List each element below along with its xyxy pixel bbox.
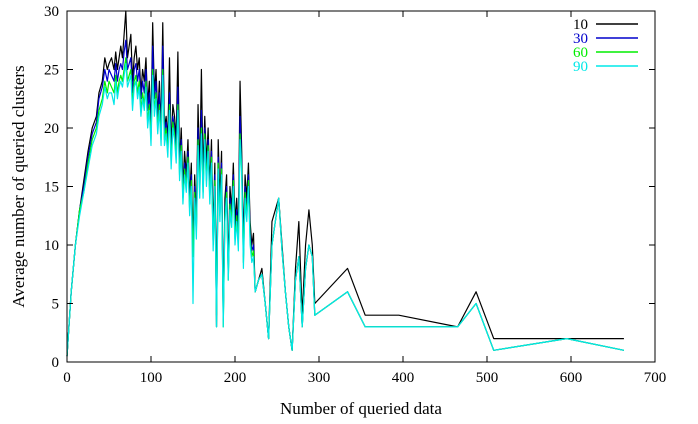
plot-frame [66,10,656,363]
x-axis-ticks: 0 100 200 300 400 500 600 700 [63,11,666,386]
y-tick-label: 5 [52,297,60,313]
legend-label-90: 90 [573,59,588,75]
series-line-30 [66,39,625,357]
y-tick-label: 15 [44,180,59,196]
y-tick-label: 10 [44,238,59,254]
legend-label-30: 30 [573,31,588,47]
y-tick-label: 20 [44,121,59,137]
x-tick-label: 100 [140,370,163,386]
x-tick-label: 700 [644,370,667,386]
x-tick-label: 600 [560,370,583,386]
legend-label-60: 60 [573,45,588,61]
x-tick-label: 500 [476,370,499,386]
x-tick-label: 200 [224,370,247,386]
y-axis-title: Average number of queried clusters [9,65,28,307]
series-line-10 [66,10,624,357]
series-lines [66,10,625,357]
y-tick-label: 25 [44,63,59,79]
x-axis-title: Number of queried data [280,399,442,418]
legend-label-10: 10 [573,17,588,33]
x-tick-label: 0 [63,370,71,386]
x-tick-label: 400 [392,370,415,386]
series-line-90 [66,63,625,357]
x-tick-label: 300 [308,370,331,386]
y-axis-ticks: 0 5 10 15 20 25 30 [44,4,655,371]
y-tick-label: 0 [52,355,60,371]
y-tick-label: 30 [44,4,59,20]
